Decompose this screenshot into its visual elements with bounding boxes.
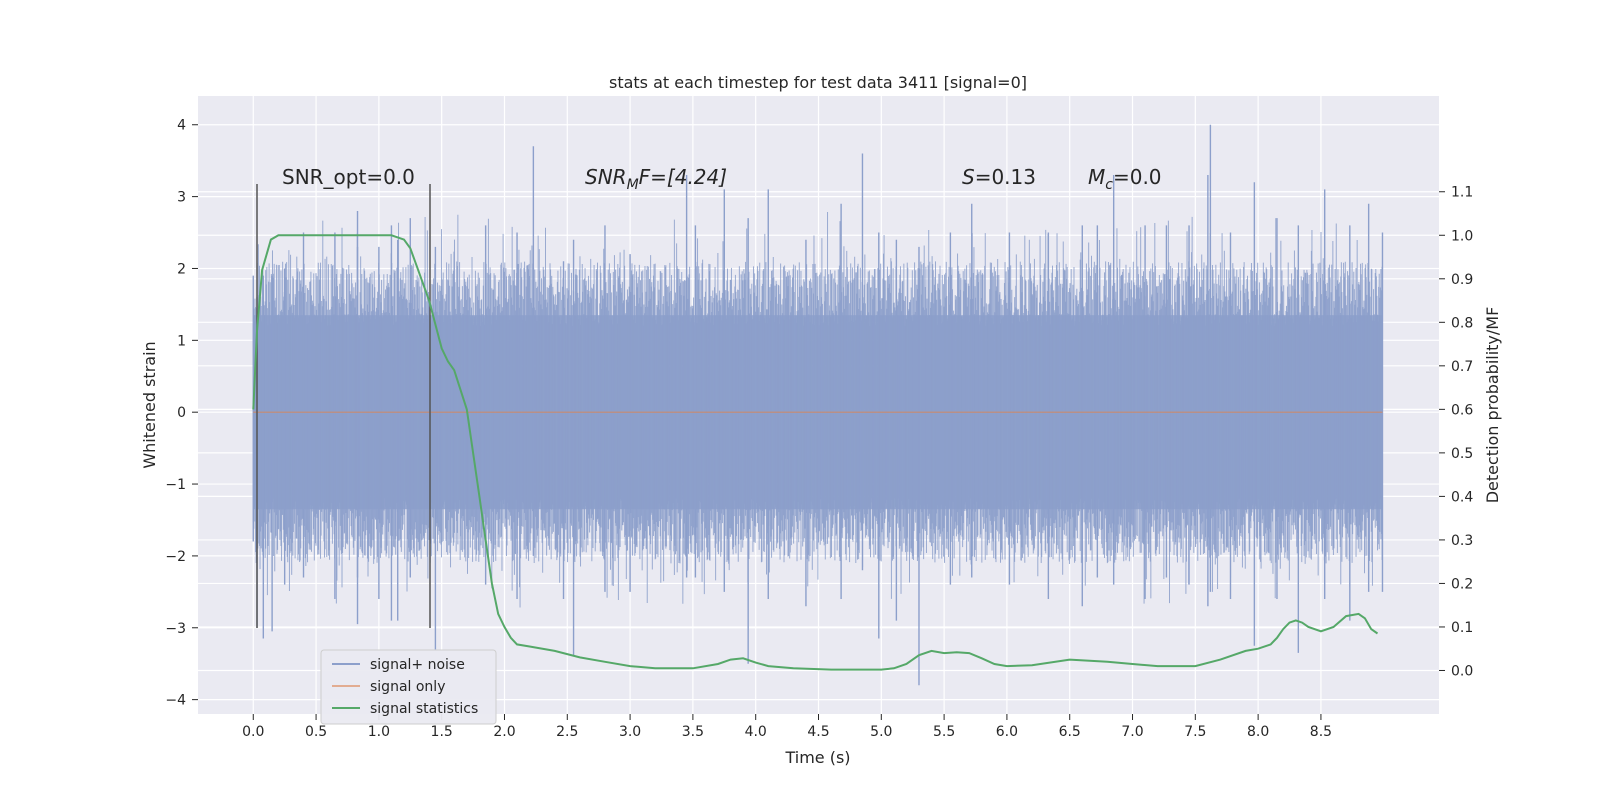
legend-label-noise: signal+ noise	[370, 657, 465, 673]
legend-label-signal: signal only	[370, 679, 445, 695]
y-tick-label: 2	[177, 261, 186, 277]
annotation-mc: Mc=0.0	[1088, 165, 1162, 193]
y-tick-label: −4	[165, 693, 186, 709]
noise-series	[252, 124, 1384, 686]
y2-tick-label: 0.4	[1451, 489, 1473, 505]
x-tick-label: 3.0	[619, 724, 641, 740]
x-tick-label: 3.5	[682, 724, 704, 740]
y-axis-label: Whitened strain	[140, 341, 159, 468]
x-tick-label: 2.5	[556, 724, 578, 740]
stats-line	[252, 234, 1379, 671]
y2-tick-label: 0.7	[1451, 359, 1473, 375]
y2-tick-label: 0.2	[1451, 576, 1473, 592]
s-var: S	[962, 165, 975, 189]
s-val: =0.13	[975, 165, 1036, 189]
x-tick-label: 2.0	[493, 724, 515, 740]
x-tick-label: 7.5	[1184, 724, 1206, 740]
annotation-s: S=0.13	[962, 165, 1036, 189]
y2-tick-label: 0.0	[1451, 663, 1473, 679]
y2-tick-label: 0.8	[1451, 315, 1473, 331]
mc-var: M	[1088, 165, 1105, 189]
y-axis-left: 4 3 2 1 0 −1 −2 −3 −4	[165, 118, 198, 709]
stats-series	[252, 234, 1379, 671]
y-axis-right: 1.1 1.0 0.9 0.8 0.7 0.6 0.5 0.4 0.3 0.2 0.1 0.0	[1439, 185, 1473, 679]
snr-mf-sub: M	[627, 177, 639, 193]
mc-val: =0.0	[1113, 165, 1162, 189]
x-tick-label: 7.0	[1121, 724, 1143, 740]
y-tick-label: 0	[177, 405, 186, 421]
x-tick-label: 8.5	[1310, 724, 1332, 740]
x-tick-label: 6.5	[1059, 724, 1081, 740]
legend-label-stats: signal statistics	[370, 701, 478, 717]
annotation-snr-mf: SNRMF=[4.24]	[585, 165, 727, 193]
y-tick-label: −1	[165, 477, 186, 493]
x-tick-label: 0.5	[305, 724, 327, 740]
x-tick-label: 4.0	[745, 724, 767, 740]
x-tick-label: 5.5	[933, 724, 955, 740]
y-tick-label: 1	[177, 333, 186, 349]
chart-title: stats at each timestep for test data 341…	[609, 73, 1027, 92]
y2-tick-label: 0.9	[1451, 272, 1473, 288]
y2-tick-label: 1.1	[1451, 185, 1473, 201]
y-tick-label: −2	[165, 549, 186, 565]
marker-lines	[256, 184, 431, 628]
x-tick-label: 4.5	[807, 724, 829, 740]
y2-tick-label: 0.1	[1451, 620, 1473, 636]
y-tick-label: −3	[165, 621, 186, 637]
x-tick-label: 1.5	[431, 724, 453, 740]
y-tick-label: 4	[177, 118, 186, 134]
legend-box	[320, 649, 497, 725]
y2-tick-label: 0.5	[1451, 446, 1473, 462]
x-tick-label: 6.0	[996, 724, 1018, 740]
snr-mf-base: SNR	[585, 165, 627, 189]
annotation-snr-opt: SNR_opt=0.0	[282, 165, 415, 189]
y-tick-label: 3	[177, 190, 186, 206]
x-tick-label: 5.0	[870, 724, 892, 740]
x-axis: 0.0 0.5 1.0 1.5 2.0 2.5 3.0 3.5 4.0 4.5 5.0 5.5 6.0 6…	[242, 714, 1332, 740]
x-tick-label: 8.0	[1247, 724, 1269, 740]
y2-tick-label: 1.0	[1451, 228, 1473, 244]
x-tick-label: 1.0	[368, 724, 390, 740]
x-axis-label: Time (s)	[784, 748, 850, 767]
mc-sub: c	[1105, 177, 1113, 193]
y2-axis-label: Detection probability/MF	[1483, 307, 1502, 504]
y2-tick-label: 0.3	[1451, 533, 1473, 549]
legend: signal+ noise signal only signal statist…	[320, 649, 497, 725]
x-tick-label: 0.0	[242, 724, 264, 740]
snr-mf-rest: F=[4.24]	[639, 165, 727, 189]
y2-tick-label: 0.6	[1451, 402, 1473, 418]
